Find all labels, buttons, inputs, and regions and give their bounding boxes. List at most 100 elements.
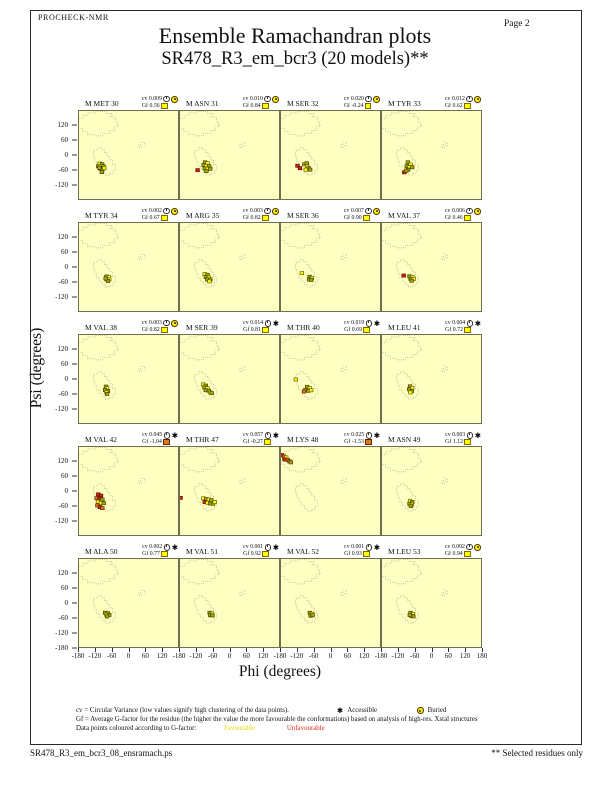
legend-favourable-label: Favourable: [224, 725, 256, 732]
accessible-icon: ✱: [272, 318, 279, 328]
gf-status-square: [464, 214, 471, 221]
residue-label: M TYR 34: [85, 211, 118, 220]
cell-header: M MET 30 cv 0.009 ✱ Gf 0.56: [78, 88, 179, 110]
buried-icon: [474, 207, 481, 215]
residue-label: M ARG 35: [186, 211, 220, 220]
cv-value: 0.020: [350, 95, 364, 102]
gf-value: 0.56: [149, 102, 160, 109]
ramachandran-cell: M VAL 37 cv 0.006 ✱ Gf 0.46: [381, 200, 482, 312]
gf-status-square: [365, 102, 372, 109]
accessible-icon: ✱: [474, 318, 481, 328]
gf-status-square: [264, 438, 271, 445]
gf-status-square: [262, 102, 269, 109]
gf-value: -1.04: [149, 438, 162, 445]
y-tick-label: -60: [58, 390, 68, 398]
gf-label: Gf: [344, 326, 351, 333]
y-tick-label: 60: [61, 248, 68, 256]
y-tick-label: 60: [61, 136, 68, 144]
gf-line: Gf -0.27: [243, 439, 279, 446]
gf-label: Gf: [141, 326, 148, 333]
cv-label: cv: [445, 320, 451, 326]
ramachandran-cell: M THR 40 cv 0.019 ✱ Gf 0.69: [280, 312, 381, 424]
gf-value: 0.84: [250, 102, 261, 109]
cv-label: cv: [243, 544, 249, 550]
gf-label: Gf: [243, 438, 250, 445]
ramachandran-cell: M SER 32 cv 0.020 ✱ Gf -0.24: [280, 88, 381, 200]
gf-label: Gf: [141, 214, 148, 221]
legend-colour-text: Data points coloured according to G-fact…: [76, 725, 197, 732]
gf-status-square: [262, 550, 269, 557]
cv-label: cv: [444, 95, 451, 102]
legend-accessible-label: Accessible: [347, 707, 378, 714]
gf-value: 0.90: [351, 214, 362, 221]
legend-row-colours: Data points coloured according to G-fact…: [76, 724, 556, 733]
residue-stats: cv 0.002 ✱ Gf 0.77: [142, 544, 178, 557]
gf-status-square: [262, 214, 269, 221]
clock-icon: [264, 207, 271, 215]
cv-line: cv 0.007 ✱: [343, 207, 380, 215]
ramachandran-plot: [78, 558, 179, 648]
cv-label: cv: [141, 207, 148, 214]
cv-label: cv: [243, 432, 249, 438]
residue-label: M THR 40: [287, 323, 320, 332]
ramachandran-cell: M ALA 50 cv 0.002 ✱ Gf 0.77: [78, 536, 179, 648]
accessible-icon: ✱: [474, 430, 481, 440]
page-title: Ensemble Ramachandran plots: [158, 23, 432, 48]
gf-label: Gf: [343, 214, 350, 221]
cv-value: 0.003: [452, 432, 466, 438]
gf-status-square: [262, 326, 269, 333]
cell-header: M VAL 37 cv 0.006 ✱ Gf 0.46: [381, 200, 482, 222]
residue-stats: cv 0.002 ✱ Gf 0.67: [141, 207, 178, 222]
x-tick-label: 0: [328, 652, 333, 660]
y-tick-label: -60: [58, 166, 68, 174]
clock-icon: [466, 543, 473, 551]
gf-line: Gf 0.56: [142, 103, 178, 110]
x-tick-label: 180: [476, 652, 488, 660]
y-tick-label: 120: [57, 569, 69, 577]
cv-line: cv 0.010 ✱: [243, 95, 279, 103]
footer-note: ** Selected residues only: [491, 748, 583, 758]
cell-header: M LEU 41 cv 0.004 ✱ Gf 0.72: [381, 312, 482, 334]
gf-label: Gf: [343, 102, 350, 109]
residue-stats: cv 0.004 ✱ Gf 0.72: [445, 320, 481, 333]
gf-line: Gf 0.81: [243, 327, 279, 334]
residue-stats: cv 0.020 ✱ Gf -0.24: [344, 95, 380, 110]
gf-line: Gf 0.67: [142, 215, 178, 222]
cv-value: 0.045: [149, 432, 163, 438]
x-tick-label: -60: [106, 652, 117, 660]
clock-icon: [163, 207, 170, 215]
ramachandran-plot: [78, 446, 179, 536]
gf-value: 0.72: [452, 326, 463, 333]
cv-value: 0.002: [149, 544, 163, 550]
cell-header: M ALA 50 cv 0.002 ✱ Gf 0.77: [78, 536, 179, 558]
gf-status-square: [161, 102, 168, 109]
buried-icon: [373, 95, 380, 103]
ramachandran-plot: [179, 558, 280, 648]
gf-label: Gf: [141, 102, 148, 109]
cell-header: M LEU 53 cv 0.002 ✱ Gf 0.94: [381, 536, 482, 558]
ramachandran-plot: [78, 222, 179, 312]
cv-line: cv 0.001 ✱: [243, 544, 279, 552]
clock-icon: [466, 207, 473, 215]
cell-header: M SER 39 cv 0.014 ✱ Gf 0.81: [179, 312, 280, 334]
buried-icon: [373, 207, 380, 215]
y-tick-label: 60: [61, 472, 68, 480]
legend-unfavourable-label: Unfavourable: [286, 725, 325, 732]
x-tick-label: -60: [409, 652, 420, 660]
cv-line: cv 0.004 ✱: [445, 318, 481, 328]
ramachandran-plot: [381, 334, 482, 424]
residue-label: M VAL 51: [186, 547, 218, 556]
gf-line: Gf -0.24: [344, 103, 380, 110]
cell-header: M VAL 51 cv 0.001 ✱ Gf 0.92: [179, 536, 280, 558]
gf-status-square: [464, 326, 471, 333]
cv-label: cv: [343, 207, 350, 214]
buried-icon: [417, 707, 424, 714]
clock-icon: [264, 544, 272, 551]
residue-stats: cv 0.025 ✱ Gf -1.53: [344, 432, 380, 445]
clock-icon: [466, 320, 474, 327]
gf-value: 0.67: [149, 214, 160, 221]
gf-status-square: [365, 438, 372, 445]
x-tick-label: -120: [290, 652, 304, 660]
ramachandran-cell: M MET 30 cv 0.009 ✱ Gf 0.56: [78, 88, 179, 200]
